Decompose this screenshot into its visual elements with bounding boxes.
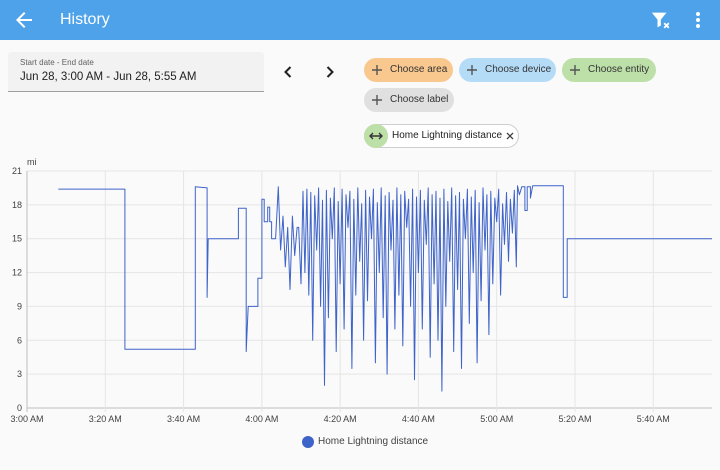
x-tick-label: 3:40 AM [167, 414, 200, 424]
filter-remove-icon[interactable] [650, 9, 672, 31]
choose-area-button[interactable]: Choose area [364, 58, 453, 82]
y-tick-label: 9 [17, 301, 22, 311]
x-tick-label: 3:00 AM [10, 414, 43, 424]
choose-device-label: Choose device [485, 64, 552, 75]
choose-entity-label: Choose entity [588, 64, 650, 75]
chevron-left-icon[interactable] [278, 62, 298, 82]
x-tick-label: 5:00 AM [480, 414, 513, 424]
y-tick-label: 21 [12, 166, 22, 176]
x-tick-label: 4:40 AM [402, 414, 435, 424]
y-tick-label: 15 [12, 234, 22, 244]
history-line-chart: 0 3 6 9 12 15 18 21 3:00 AM 3:20 AM 3:40 AM 4:00 A… [10, 157, 712, 424]
y-tick-label: 12 [12, 268, 22, 278]
legend-label: Home Lightning distance [318, 436, 429, 447]
legend-swatch [302, 436, 314, 448]
choose-device-button[interactable]: Choose device [459, 58, 556, 82]
page-title: History [60, 11, 110, 28]
y-tick-label: 0 [17, 403, 22, 413]
dots-vertical-icon[interactable] [688, 8, 708, 32]
y-axis-ticks: 0 3 6 9 12 15 18 21 [12, 166, 22, 413]
selected-entity-label: Home Lightning distance [392, 130, 503, 141]
choose-entity-button[interactable]: Choose entity [562, 58, 656, 82]
date-range-picker[interactable]: Start date - End date Jun 28, 3:00 AM - … [8, 52, 264, 92]
x-tick-label: 5:40 AM [637, 414, 670, 424]
selected-entity-chip[interactable]: Home Lightning distance [364, 124, 519, 148]
y-axis-unit-label: mi [27, 157, 37, 167]
chart-grid [26, 170, 712, 412]
date-range-label: Start date - End date [20, 58, 94, 67]
plus-icon [570, 65, 580, 75]
y-tick-label: 3 [17, 369, 22, 379]
arrow-left-right-icon [364, 124, 388, 148]
arrow-left-icon[interactable] [12, 8, 36, 32]
x-tick-label: 4:20 AM [324, 414, 357, 424]
x-axis-ticks: 3:00 AM 3:20 AM 3:40 AM 4:00 AM 4:20 AM 4:40 … [10, 414, 669, 424]
plus-icon [372, 95, 382, 105]
x-tick-label: 4:00 AM [245, 414, 278, 424]
choose-label-button[interactable]: Choose label [364, 88, 454, 112]
choose-label-label: Choose label [390, 94, 449, 105]
x-tick-label: 5:20 AM [558, 414, 591, 424]
plus-icon [467, 65, 477, 75]
close-icon[interactable] [505, 131, 515, 141]
x-tick-label: 3:20 AM [89, 414, 122, 424]
date-range-value: Jun 28, 3:00 AM - Jun 28, 5:55 AM [20, 71, 197, 83]
chevron-right-icon[interactable] [320, 62, 340, 82]
series-line-home-lightning-distance [58, 185, 712, 392]
choose-area-label: Choose area [390, 64, 448, 75]
app-header: History [0, 0, 720, 40]
plus-icon [372, 65, 382, 75]
y-tick-label: 6 [17, 335, 22, 345]
y-tick-label: 18 [12, 200, 22, 210]
